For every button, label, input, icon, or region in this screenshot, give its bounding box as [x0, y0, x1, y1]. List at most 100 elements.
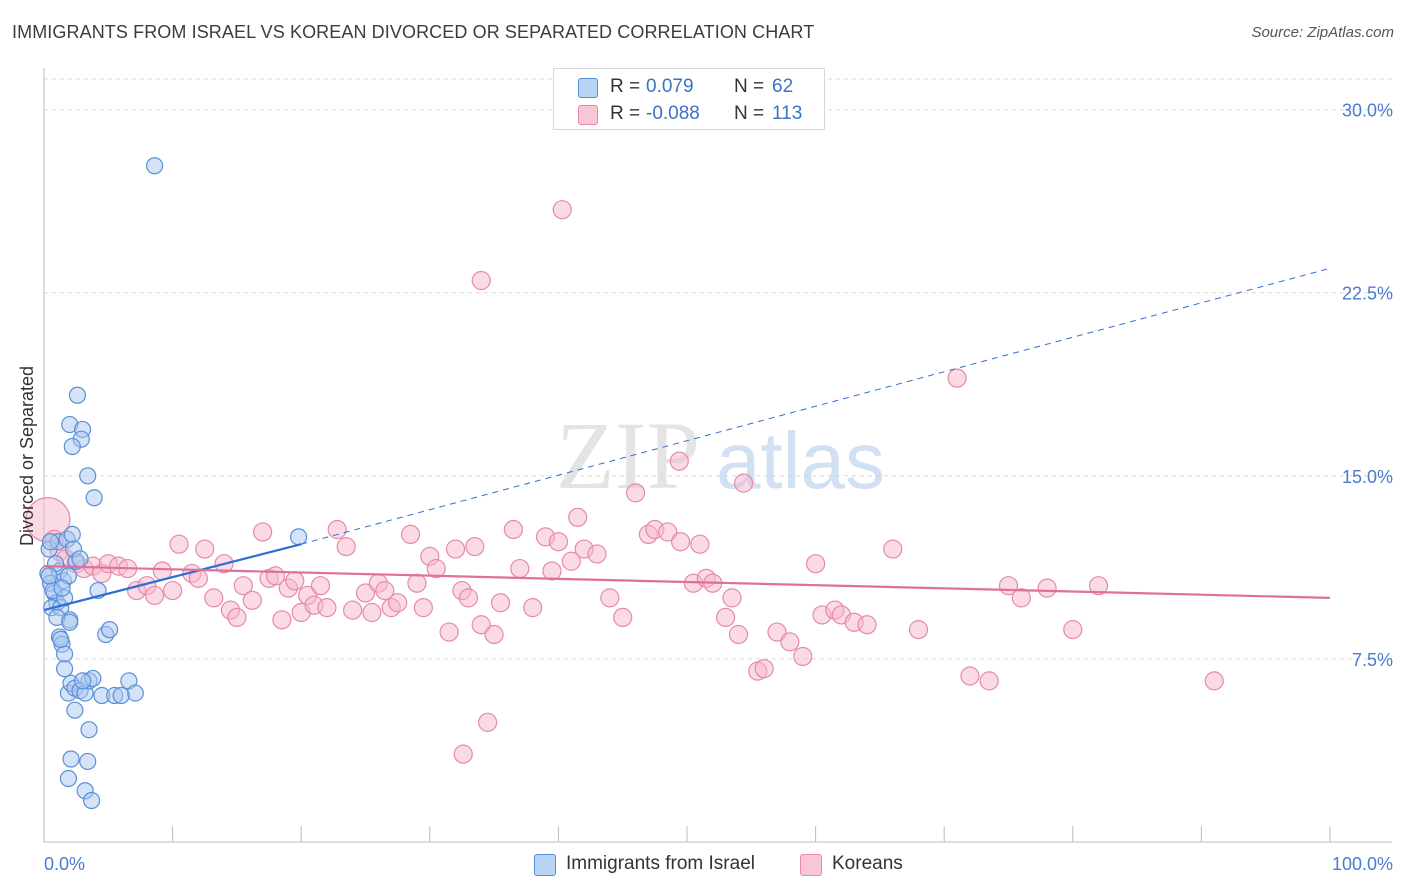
korean-point [310, 576, 331, 596]
korean-swatch-icon [578, 105, 598, 125]
israel-point [80, 721, 98, 739]
israel-point [59, 769, 78, 788]
israel-point [62, 750, 80, 768]
y-tick-label: 15.0% [1342, 467, 1393, 487]
korean-point [1204, 671, 1224, 691]
korean-legend-icon [800, 854, 822, 876]
korean-point [568, 507, 588, 527]
y-axis-title: Divorced or Separated [17, 366, 37, 546]
korean-point [426, 558, 446, 579]
israel-point [126, 684, 144, 702]
korean-point [600, 588, 620, 608]
correlation-legend: R = 0.079 N = 62 R = -0.088 N = 113 [553, 68, 825, 130]
korean-point [445, 539, 466, 559]
korean-point [233, 576, 253, 596]
korean-point [439, 622, 459, 642]
korean-trend-line [43, 565, 1331, 599]
korean-point [805, 554, 826, 574]
korean-point [670, 532, 691, 552]
korean-point [242, 590, 262, 610]
korean-point [780, 632, 800, 652]
y-tick-label: 30.0% [1342, 101, 1393, 121]
korean-point [195, 539, 215, 559]
x-tick-label: 0.0% [44, 854, 85, 874]
korean-point [754, 659, 774, 679]
korean-point [355, 583, 376, 603]
r-value: 0.079 [646, 76, 694, 97]
israel-point [79, 467, 97, 485]
korean-point [336, 537, 356, 557]
korean-point [1088, 576, 1109, 596]
series-koreans [25, 200, 1224, 764]
korean-point [471, 270, 491, 291]
korean-point [272, 610, 292, 630]
israel-point [55, 645, 74, 663]
korean-point [253, 522, 273, 542]
israel-point [112, 686, 130, 705]
series-legend: Immigrants from Israel Koreans [0, 852, 1406, 878]
korean-point [1063, 620, 1083, 640]
n-label: N = [734, 76, 765, 97]
israel-point [52, 630, 70, 648]
korean-point [510, 558, 530, 579]
korean-point [548, 532, 569, 552]
korean-point [227, 607, 247, 628]
n-value: 113 [772, 103, 803, 124]
korean-point [1037, 578, 1057, 598]
n-label: N = [734, 103, 765, 124]
legend-row-koreans: R = -0.088 N = 113 [554, 101, 824, 127]
korean-point [407, 573, 427, 593]
r-label: R = [610, 76, 641, 97]
korean-point [458, 588, 478, 608]
korean-point [728, 624, 749, 645]
korean-point [413, 598, 433, 618]
korean-point [960, 666, 980, 686]
israel-trend-extension [301, 267, 1331, 545]
trend-layer [43, 267, 1331, 612]
y-tick-label: 7.5% [1352, 650, 1393, 670]
korean-point [733, 473, 754, 493]
korean-point [169, 534, 189, 554]
israel-point [53, 579, 71, 597]
korean-point [453, 744, 473, 764]
x-tick-label: 100.0% [1332, 854, 1393, 874]
korean-point [690, 534, 710, 554]
korean-point [400, 524, 421, 545]
korean-point [362, 602, 382, 623]
korean-point [523, 598, 543, 618]
israel-trend-line [43, 543, 302, 612]
korean-point [484, 624, 504, 645]
korean-point [658, 522, 678, 542]
korean-point [908, 620, 929, 640]
israel-point [290, 528, 308, 546]
israel-point [68, 386, 87, 404]
korean-point [327, 519, 347, 540]
israel-point [40, 567, 58, 585]
source-note: Source: ZipAtlas.com [1251, 24, 1394, 41]
korean-point [317, 598, 337, 618]
israel-point [66, 701, 84, 719]
legend-label-koreans: Koreans [832, 853, 903, 874]
korean-point [722, 588, 742, 608]
korean-point [163, 580, 183, 601]
r-value: -0.088 [646, 103, 700, 124]
korean-point [561, 551, 581, 571]
korean-point [471, 615, 491, 635]
korean-point [613, 607, 633, 628]
korean-point [285, 571, 305, 591]
korean-point [857, 615, 877, 635]
r-label: R = [610, 103, 641, 124]
israel-point [79, 752, 97, 771]
legend-label-israel: Immigrants from Israel [566, 853, 755, 874]
y-tick-label: 22.5% [1342, 284, 1393, 304]
legend-row-israel: R = 0.079 N = 62 [554, 74, 824, 100]
korean-point [947, 368, 967, 388]
korean-point [552, 200, 572, 220]
series-israel [39, 157, 308, 810]
korean-point [625, 483, 646, 503]
korean-point [715, 607, 736, 628]
korean-point [669, 451, 689, 471]
axes-layer [43, 68, 1392, 843]
israel-swatch-icon [578, 78, 598, 98]
